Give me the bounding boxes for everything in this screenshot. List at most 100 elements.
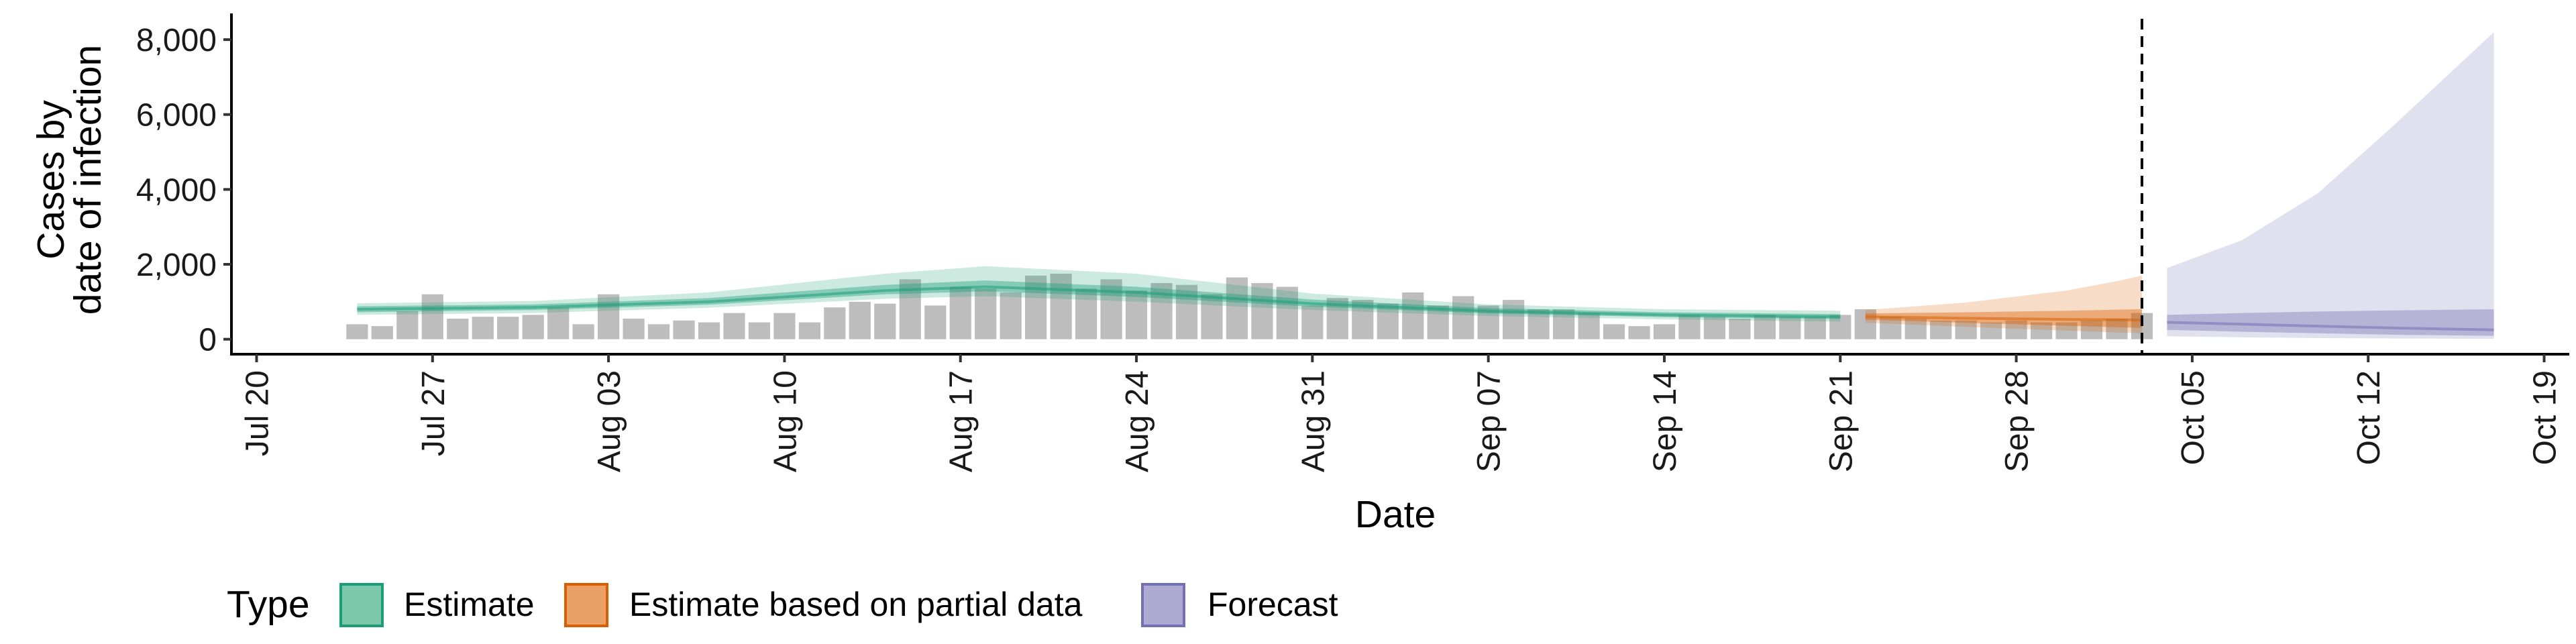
case-bar [447,318,469,339]
case-bar [572,324,594,339]
case-bar [1703,317,1726,339]
x-tick-label: Oct 05 [2176,370,2211,465]
case-bar [1678,315,1701,339]
case-bar [1779,317,1801,339]
case-bar [1980,322,2002,339]
case-bar [1201,294,1223,339]
case-bar [1578,313,1600,339]
case-bar [597,294,620,339]
x-tick-label: Sep 07 [1472,370,1507,472]
case-bar [698,322,720,339]
case-bar [773,313,796,339]
case-bar [1854,309,1876,339]
case-bar [1527,309,1550,339]
y-axis-title-line-1: Cases by [30,100,72,260]
legend-key-forecast [1141,583,1185,627]
case-bar [1904,318,1927,339]
case-bar [1125,290,1148,339]
case-bar [1427,305,1449,339]
case-bar [522,315,544,339]
case-bar [949,286,971,339]
y-axis-title: Cases by date of infection [30,45,109,315]
case-bar [472,317,494,339]
y-tick-label: 4,000 [136,172,217,208]
case-bar [673,320,695,339]
case-bar [421,294,443,339]
case-bar [1804,317,1826,339]
case-bar [849,301,871,339]
case-bar [824,307,846,339]
x-tick-label: Aug 17 [944,370,979,472]
case-bar [1251,282,1273,339]
x-tick-label: Aug 24 [1120,370,1155,472]
y-axis-title-line-2: date of infection [66,45,109,315]
x-tick-label: Aug 03 [592,370,627,472]
case-bar [1276,286,1298,339]
forecast-median-line [2167,321,2494,331]
case-bar [874,303,896,339]
case-bar [1653,324,1676,339]
estimate-based-on-partial-data-median-line [1865,315,2143,322]
case-bar [723,313,745,339]
case-bar [1829,315,1851,339]
case-bar [924,305,947,339]
legend: Type Estimate Estimate based on partial … [227,583,1338,627]
case-bar [1075,288,1097,339]
legend-label-estimate-partial: Estimate based on partial data [629,586,1083,623]
case-bar [975,288,997,339]
x-tick-label: Aug 10 [767,370,803,472]
case-bar [2080,320,2103,339]
x-tick-label: Aug 31 [1295,370,1331,472]
case-bar [623,318,645,339]
case-bar [1377,303,1399,339]
case-bar [1301,305,1324,339]
case-bar [1025,275,1047,339]
y-tick-label: 2,000 [136,248,217,283]
estimate-median-line [357,285,1841,319]
legend-label-forecast: Forecast [1208,586,1338,623]
case-bar [1603,324,1625,339]
x-tick-label: Jul 27 [416,370,451,456]
x-tick-label: Oct 12 [2351,370,2387,465]
case-bar [1050,273,1072,339]
legend-label-estimate: Estimate [404,586,535,623]
case-bar [2055,322,2078,339]
legend-key-estimate-partial [564,583,608,627]
case-bar [2106,318,2128,339]
case-bar [1754,315,1776,339]
case-bar [1100,279,1122,339]
x-axis-title: Date [1355,493,1436,536]
y-tick-label: 6,000 [136,98,217,133]
axes: 0 2,000 4,000 6,000 8,000 Jul 20 Jul 27 Aug 03 A… [136,13,2569,472]
plot-area [346,19,2494,354]
case-bar [1452,296,1474,339]
case-bar [647,324,670,339]
x-tick-label: Sep 28 [2000,370,2035,472]
case-bar [497,317,519,339]
legend-key-estimate [339,583,384,627]
case-bar [547,307,570,339]
case-bar [346,324,368,339]
case-bar [1552,309,1575,339]
case-bar [1955,320,1977,339]
case-bar [1000,292,1022,339]
legend-title: Type [227,583,310,626]
x-tick-label: Sep 14 [1648,370,1683,472]
case-bar [1880,317,1902,339]
case-bar [396,311,419,339]
case-bar [1402,292,1424,339]
forecast-outer-band [2167,32,2494,339]
estimate-outer-band [357,266,1841,322]
case-bar [1503,300,1525,339]
case-bar [2005,320,2027,339]
case-bar [1930,320,1952,339]
y-tick-label: 8,000 [136,23,217,58]
x-tick-label: Sep 21 [1823,370,1859,472]
case-bar [1628,326,1650,339]
y-tick-label: 0 [199,323,217,358]
case-bar [748,322,771,339]
case-bar [371,326,393,339]
case-bar [798,322,820,339]
case-bar [1226,277,1248,339]
